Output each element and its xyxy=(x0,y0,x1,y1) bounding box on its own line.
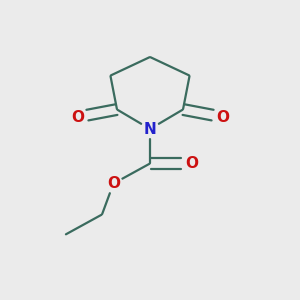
Text: O: O xyxy=(216,110,229,124)
Text: O: O xyxy=(107,176,120,191)
Text: O: O xyxy=(185,156,198,171)
Circle shape xyxy=(105,175,122,192)
Circle shape xyxy=(69,109,86,125)
Circle shape xyxy=(183,155,200,172)
Circle shape xyxy=(142,121,158,137)
Text: N: N xyxy=(144,122,156,136)
Circle shape xyxy=(214,109,231,125)
Text: O: O xyxy=(71,110,84,124)
